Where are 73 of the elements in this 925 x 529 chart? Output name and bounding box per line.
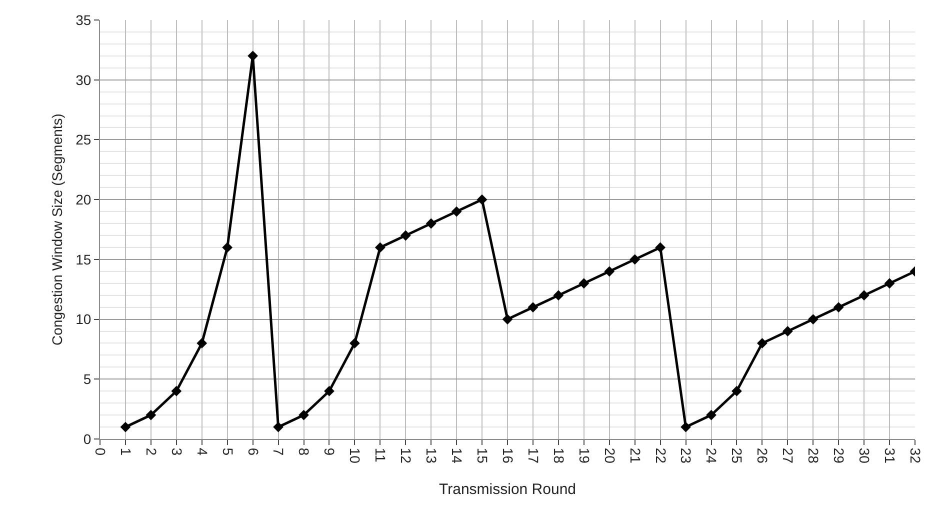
x-tick-label: 30 [856,448,873,464]
point [426,218,436,229]
point [630,254,640,265]
point [782,326,793,336]
point [553,290,564,301]
point [451,206,462,217]
point [171,386,182,396]
point [833,302,844,313]
x-tick-label: 29 [831,448,848,464]
x-tick-label: 21 [627,448,644,464]
point [120,422,131,432]
point [374,242,386,253]
y-tick-label: 15 [76,251,92,268]
x-tick-label: 3 [168,448,185,456]
point [756,338,768,348]
x-tick-label: 22 [652,448,669,464]
point [196,338,208,348]
point [808,314,818,324]
point [578,278,590,289]
x-tick-label: 10 [347,448,364,464]
x-tick-label: 2 [143,448,160,456]
x-tick-label: 12 [398,448,414,464]
point [528,302,538,313]
y-tick-label: 5 [83,371,92,388]
x-tick-label: 16 [500,448,516,464]
y-tick-label: 25 [76,132,92,148]
x-tick-label: 20 [602,448,618,464]
x-tick-label: 15 [474,448,490,464]
x-tick-label: 0 [92,448,108,456]
x-tick-label: 24 [704,448,720,464]
point [298,410,309,420]
x-tick-label: 23 [678,448,694,464]
x-tick-label: 6 [245,448,262,456]
x-tick-label: 14 [449,448,466,464]
y-tick-label: 35 [76,12,92,28]
x-axis-title: Transmission Round [439,481,576,498]
x-tick-label: 17 [525,448,542,464]
x-tick-label: 5 [220,448,236,456]
x-tick-label: 19 [576,448,592,464]
point [476,194,488,205]
point [655,242,666,253]
x-tick-label: 18 [550,448,567,464]
x-tick-label: 31 [882,448,898,464]
y-tick-label: 20 [76,191,92,208]
point [248,50,258,62]
y-axis-title: Congestion Window Size (Segments) [49,114,65,346]
x-tick-label: 11 [372,448,389,463]
x-tick-label: 26 [754,448,771,464]
point [324,386,334,396]
x-tick-label: 32 [907,448,924,464]
point [400,230,411,241]
y-tick-label: 30 [76,72,92,88]
point [732,386,742,396]
x-tick-label: 13 [424,448,440,464]
x-tick-label: 28 [806,448,822,464]
point [273,422,284,432]
point [146,410,156,420]
point [349,338,360,348]
point [502,314,513,324]
x-tick-label: 1 [118,448,134,456]
point [858,290,870,301]
point [706,410,716,420]
x-tick-label: 27 [780,448,796,464]
x-tick-label: 7 [270,448,287,456]
y-tick-label: 10 [76,311,92,328]
point [222,242,233,253]
point [884,278,895,289]
x-tick-label: 25 [729,448,746,464]
point [604,266,615,277]
x-tick-label: 9 [322,448,338,456]
x-tick-label: 4 [194,448,210,456]
point [680,422,691,432]
x-tick-label: 8 [296,448,312,456]
